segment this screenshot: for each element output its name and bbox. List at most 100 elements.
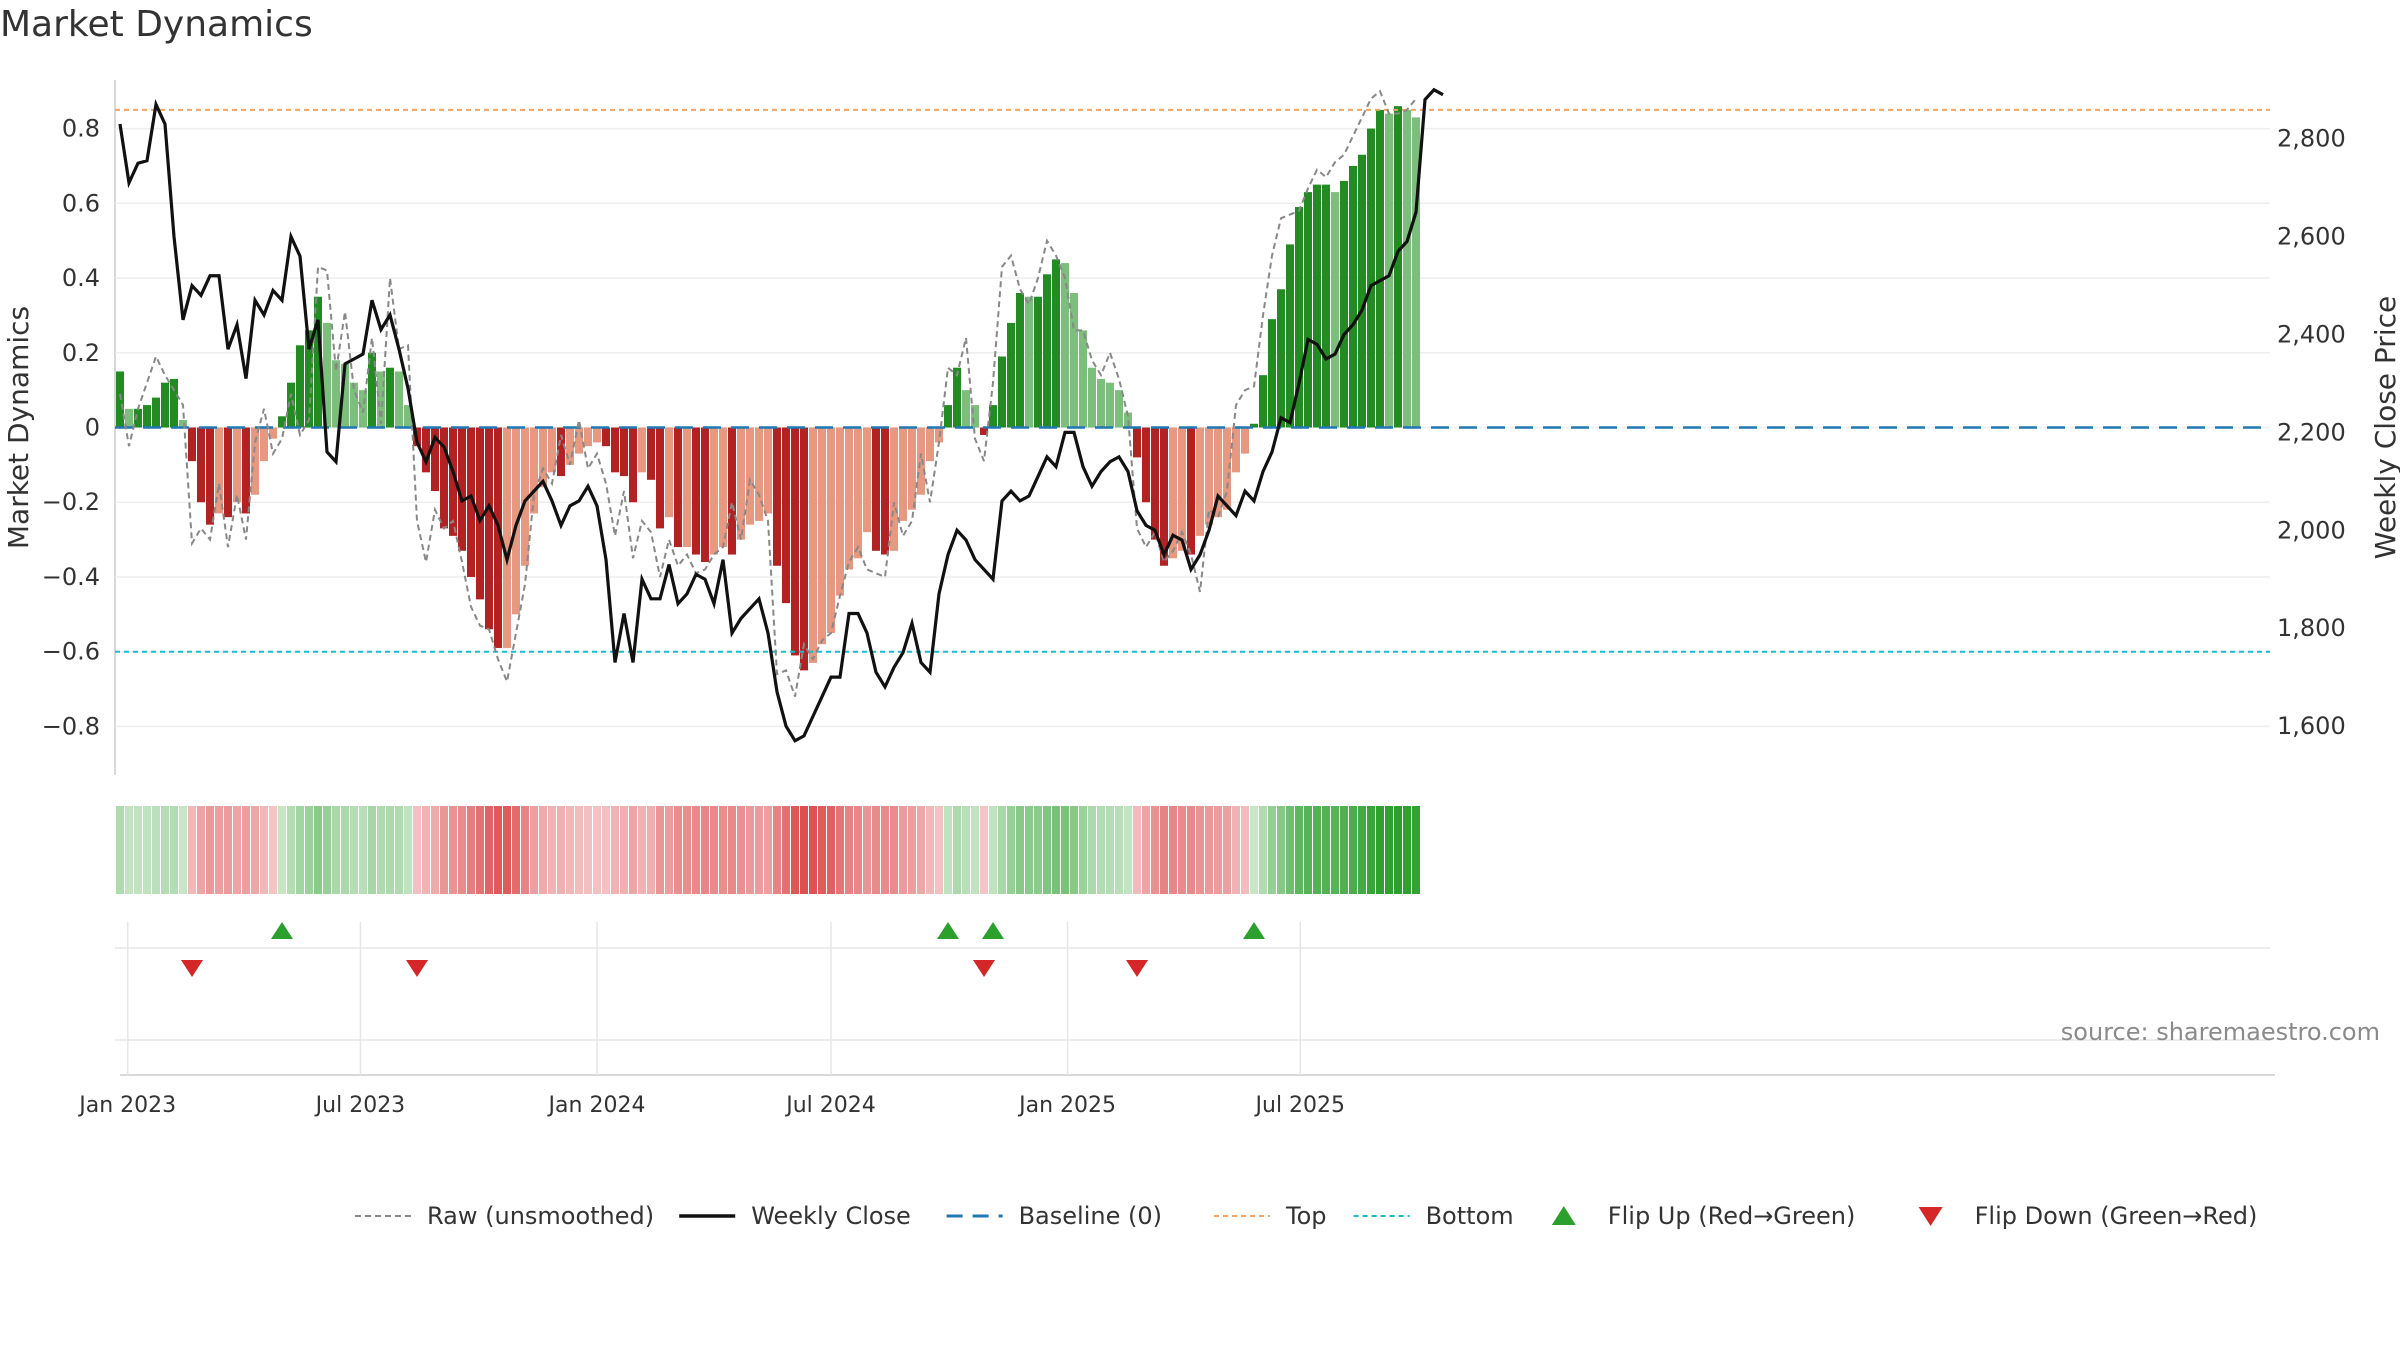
market-dynamics-bar <box>854 427 862 559</box>
regime-strip-cell <box>1133 806 1141 894</box>
regime-strip-cell <box>224 806 232 894</box>
market-dynamics-bar <box>188 427 196 462</box>
regime-strip-cell <box>368 806 376 894</box>
regime-strip-cell <box>422 806 430 894</box>
market-dynamics-bar <box>323 322 331 428</box>
market-dynamics-bar <box>197 427 205 503</box>
market-dynamics-bar <box>161 382 169 428</box>
legend-swatch <box>1551 1206 1576 1225</box>
right-axis-label: Weekly Close Price <box>2369 296 2400 559</box>
regime-strip-cell <box>800 806 808 894</box>
regime-strip-cell <box>1340 806 1348 894</box>
regime-strip-cell <box>1007 806 1015 894</box>
regime-strip-cell <box>935 806 943 894</box>
regime-strip-cell <box>1385 806 1393 894</box>
regime-strip-cell <box>1295 806 1303 894</box>
regime-strip-cell <box>1412 806 1420 894</box>
regime-strip-cell <box>1313 806 1321 894</box>
regime-strip-cell <box>179 806 187 894</box>
market-dynamics-bar <box>404 405 412 428</box>
right-tick-label: 2,800 <box>2277 125 2346 153</box>
regime-strip-cell <box>1151 806 1159 894</box>
regime-strip-cell <box>647 806 655 894</box>
market-dynamics-bar <box>917 427 925 495</box>
regime-strip-cell <box>305 806 313 894</box>
regime-strip-cell <box>944 806 952 894</box>
market-dynamics-bar <box>1412 117 1420 428</box>
regime-strip-cell <box>350 806 358 894</box>
regime-strip-cell <box>908 806 916 894</box>
legend-item: Top <box>1214 1202 1327 1230</box>
regime-strip-cell <box>1124 806 1132 894</box>
right-tick-label: 2,000 <box>2277 516 2346 544</box>
legend-swatch <box>1918 1207 1943 1226</box>
regime-strip-cell <box>1061 806 1069 894</box>
x-tick-label: Jan 2025 <box>1017 1093 1116 1118</box>
regime-strip-cell <box>1034 806 1042 894</box>
flip-up-marker <box>937 922 959 939</box>
market-dynamics-bar <box>1106 382 1114 428</box>
regime-strip-cell <box>1358 806 1366 894</box>
regime-strip-cell <box>404 806 412 894</box>
market-dynamics-bar <box>989 405 997 428</box>
legend-item: Flip Down (Green→Red) <box>1918 1202 2257 1230</box>
regime-strip-cell <box>1142 806 1150 894</box>
market-dynamics-bar <box>611 427 619 473</box>
regime-strip-cell <box>1268 806 1276 894</box>
legend-label: Weekly Close <box>751 1202 911 1230</box>
left-tick-label: 0.8 <box>62 115 100 143</box>
market-dynamics-bar <box>1277 289 1285 428</box>
market-dynamics-bar <box>737 427 745 540</box>
market-dynamics-bar <box>647 427 655 480</box>
regime-strip-cell <box>683 806 691 894</box>
regime-strip-cell <box>503 806 511 894</box>
regime-strip-cell <box>431 806 439 894</box>
regime-strip-cell <box>629 806 637 894</box>
market-dynamics-bar <box>1169 427 1177 559</box>
regime-strip-cell <box>1079 806 1087 894</box>
regime-strip-cell <box>746 806 754 894</box>
market-dynamics-bar <box>1232 427 1240 473</box>
right-tick-label: 2,400 <box>2277 321 2346 349</box>
regime-strip-cell <box>251 806 259 894</box>
regime-strip-cell <box>1106 806 1114 894</box>
left-tick-label: 0.6 <box>62 189 100 217</box>
market-dynamics-bar <box>1034 296 1042 428</box>
regime-strip-cell <box>152 806 160 894</box>
regime-strip-cell <box>971 806 979 894</box>
regime-strip-cell <box>557 806 565 894</box>
regime-strip-cell <box>440 806 448 894</box>
market-dynamics-bar <box>1133 427 1141 458</box>
regime-strip-cell <box>116 806 124 894</box>
regime-strip-cell <box>1097 806 1105 894</box>
market-dynamics-bar <box>1160 427 1168 566</box>
market-dynamics-bar <box>449 427 457 536</box>
regime-strip-cell <box>413 806 421 894</box>
regime-strip-cell <box>1214 806 1222 894</box>
regime-strip-cell <box>1160 806 1168 894</box>
market-dynamics-bar <box>422 427 430 473</box>
regime-strip-cell <box>170 806 178 894</box>
market-dynamics-bar <box>1187 427 1195 555</box>
market-dynamics-bar <box>278 416 286 428</box>
regime-strip-cell <box>395 806 403 894</box>
market-dynamics-bar <box>296 345 304 428</box>
market-dynamics-bar <box>1259 375 1267 428</box>
regime-strip-cell <box>980 806 988 894</box>
market-dynamics-bar <box>638 427 646 473</box>
regime-strip-cell <box>206 806 214 894</box>
market-dynamics-bar <box>629 427 637 503</box>
regime-strip-cell <box>809 806 817 894</box>
regime-strip-cell <box>1331 806 1339 894</box>
right-tick-label: 2,600 <box>2277 223 2346 251</box>
legend-item: Raw (unsmoothed) <box>355 1202 654 1230</box>
market-dynamics-bar <box>1385 113 1393 428</box>
regime-strip-cell <box>1187 806 1195 894</box>
market-dynamics-bar <box>1241 427 1249 454</box>
market-dynamics-bar <box>746 427 754 525</box>
market-dynamics-bar <box>539 427 547 488</box>
x-tick-label: Jan 2024 <box>547 1093 646 1118</box>
market-dynamics-bar <box>476 427 484 600</box>
market-dynamics-bar <box>953 367 961 428</box>
market-dynamics-bar <box>1214 427 1222 518</box>
